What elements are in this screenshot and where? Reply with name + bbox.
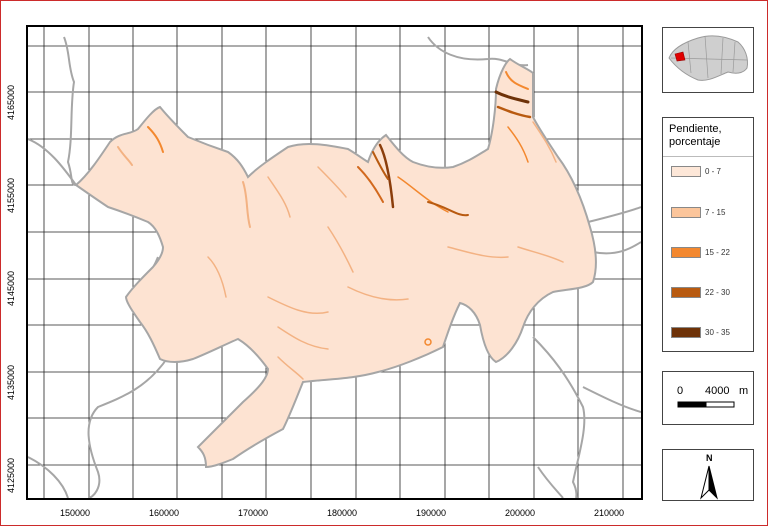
- scale-unit-label: m: [739, 385, 749, 397]
- slope-texture: [117, 71, 564, 380]
- north-label: N: [706, 453, 713, 463]
- neighbour-boundaries: [28, 36, 641, 498]
- y-tick-label: 4155000: [6, 177, 16, 213]
- legend-swatch: [671, 327, 701, 338]
- x-tick-label: 200000: [505, 508, 536, 518]
- legend-title-line: Pendiente,: [669, 123, 722, 135]
- legend-divider: [663, 156, 753, 157]
- legend-label: 22 - 30: [705, 288, 730, 297]
- x-tick-label: 190000: [416, 508, 447, 518]
- x-tick-label: 180000: [327, 508, 358, 518]
- map-svg: [28, 27, 641, 498]
- legend-label: 0 - 7: [705, 167, 722, 176]
- legend-label: 15 - 22: [705, 248, 730, 257]
- y-tick-label: 4165000: [6, 84, 16, 120]
- main-map: [26, 25, 643, 500]
- legend-panel: Pendiente, porcentaje 0 - 7 7 - 15 15 - …: [662, 117, 754, 352]
- scale-bar-panel: 0 4000 m: [662, 371, 754, 425]
- legend-label: 7 - 15: [705, 208, 726, 217]
- x-tick-label: 170000: [238, 508, 269, 518]
- x-tick-label: 160000: [149, 508, 180, 518]
- inset-map-svg: [668, 35, 748, 81]
- north-arrow-icon: [700, 465, 718, 500]
- legend-swatch: [671, 247, 701, 258]
- legend-title: Pendiente, porcentaje: [669, 123, 722, 149]
- legend-swatch: [671, 287, 701, 298]
- y-tick-label: 4135000: [6, 364, 16, 400]
- north-arrow-panel: N: [662, 449, 754, 501]
- legend-swatch: [671, 207, 701, 218]
- y-tick-label: 4125000: [6, 457, 16, 493]
- y-tick-label: 4145000: [6, 270, 16, 306]
- inset-map: [662, 27, 754, 93]
- study-region: [74, 57, 597, 469]
- legend-label: 30 - 35: [705, 328, 730, 337]
- scale-bar: [677, 401, 735, 408]
- x-tick-label: 210000: [594, 508, 625, 518]
- scale-start-label: 0: [677, 385, 684, 397]
- scale-value-label: 4000: [705, 385, 730, 397]
- legend-swatch: [671, 166, 701, 177]
- legend-title-line: porcentaje: [669, 136, 721, 148]
- x-tick-label: 150000: [60, 508, 91, 518]
